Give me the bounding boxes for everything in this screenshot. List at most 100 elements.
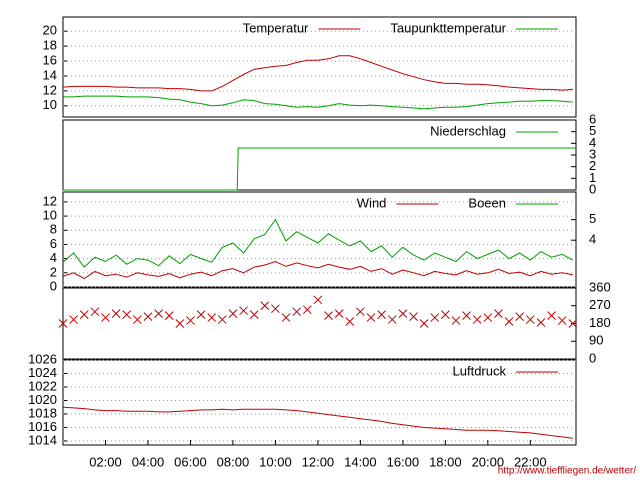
y-tick-label: 2 [589,158,596,173]
y-tick-label: 4 [589,135,596,150]
point [101,313,110,322]
x-tick-label: 16:00 [387,454,420,469]
point [377,310,386,319]
point [419,319,429,328]
y-tick-label: 360 [589,279,611,294]
x-tick-label: 08:00 [217,454,250,469]
point [504,317,514,326]
point [175,319,185,328]
point [398,309,408,318]
point [387,315,397,324]
y-tick-label: 12 [43,82,57,97]
point [483,313,493,322]
x-tick-label: 12:00 [302,454,335,469]
point [557,316,567,325]
point [494,309,503,318]
point [196,310,206,319]
y-tick-label: 6 [589,111,596,126]
point [472,315,482,324]
y-tick-label: 270 [589,297,611,312]
series-line [62,260,573,280]
y-tick-label: 180 [589,315,611,330]
y-tick-label: 10 [43,97,57,112]
y-tick-label: 4 [50,250,57,265]
legend-label: Wind [357,195,387,210]
point [568,319,578,328]
point [324,311,333,320]
y-tick-label: 1014 [28,432,57,447]
series-line [62,55,573,92]
y-tick-label: 90 [589,333,603,348]
point [228,309,238,318]
point [239,306,248,316]
y-tick-label: 1022 [28,378,57,393]
point [547,311,556,320]
point [58,319,68,328]
point [154,309,163,318]
point [366,313,376,322]
point [345,317,355,326]
y-tick-label: 18 [43,38,57,53]
y-tick-label: 1026 [28,351,57,366]
point [217,315,227,324]
y-tick-label: 4 [589,232,596,247]
x-tick-label: 02:00 [89,454,122,469]
legend-label: Niederschlag [430,123,506,138]
point [515,312,525,321]
legend-label: Luftdruck [453,363,507,378]
series-line [62,406,573,439]
point [122,310,132,319]
x-tick-label: 14:00 [344,454,377,469]
x-tick-label: 04:00 [132,454,165,469]
x-tick-label: 10:00 [259,454,292,469]
point [430,313,440,322]
x-tick-label: 20:00 [472,454,505,469]
series-line [63,147,576,191]
series-line [63,95,573,110]
panel-frame [62,16,577,118]
point [207,313,217,322]
y-tick-label: 5 [589,123,596,138]
point [441,310,450,319]
point [186,316,195,325]
series-line [62,218,574,268]
y-tick-label: 8 [50,222,57,237]
point [69,315,78,324]
y-tick-label: 0 [589,350,596,365]
point [536,318,546,327]
point [451,316,461,325]
y-tick-label: 1016 [28,419,57,434]
point [356,307,365,317]
y-tick-label: 10 [43,208,57,223]
y-tick-label: 14 [43,67,57,82]
point [90,307,100,317]
legend-label: Boeen [468,195,506,210]
point [79,310,89,319]
y-tick-label: 0 [589,181,596,196]
y-tick-label: 3 [589,146,596,161]
y-tick-label: 16 [43,52,57,67]
y-tick-label: 6 [50,236,57,251]
point [313,295,323,305]
legend-label: Temperatur [243,20,309,35]
y-tick-label: 0 [50,278,57,293]
legend-label: Taupunkttemperatur [390,20,506,35]
point [302,305,312,315]
x-tick-label: 06:00 [174,454,207,469]
point [111,309,121,318]
y-tick-label: 12 [43,193,57,208]
point [271,304,280,314]
point [132,315,142,324]
point [334,309,344,318]
y-tick-label: 1020 [28,392,57,407]
point [164,311,174,320]
y-tick-label: 1 [589,170,596,185]
point [525,315,535,324]
point [281,313,291,322]
y-tick-label: 5 [589,211,596,226]
point [143,312,153,321]
y-tick-label: 2 [50,264,57,279]
point [292,307,302,317]
